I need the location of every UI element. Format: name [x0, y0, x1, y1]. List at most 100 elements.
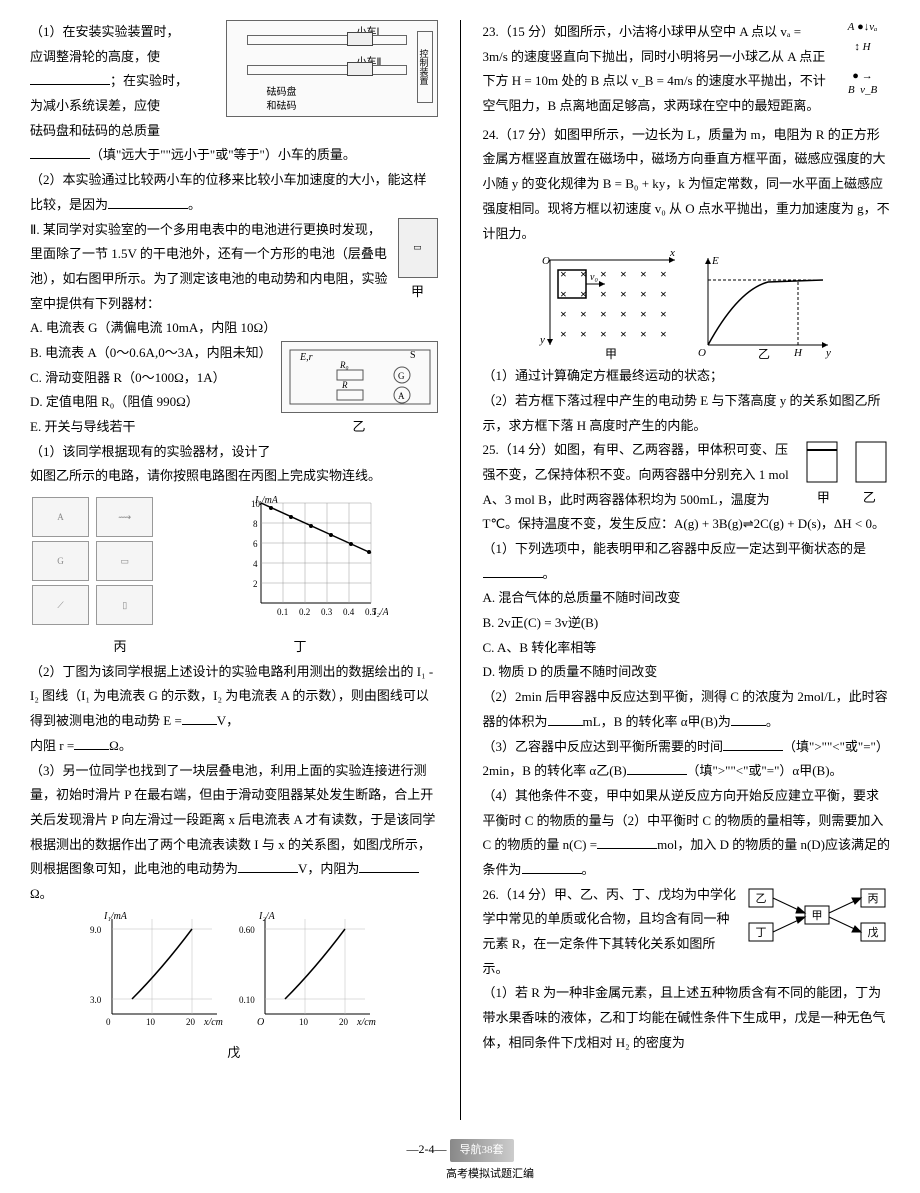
text: （1）在安装实验装置时，	[30, 20, 220, 45]
blank	[548, 711, 583, 726]
text: （1）该同学根据现有的实验器材，设计了	[30, 440, 275, 465]
text: （填"远大于""远小于"或"等于"）小车的质量。	[30, 143, 438, 168]
svg-text:0.10: 0.10	[239, 995, 255, 1005]
svg-text:E: E	[711, 255, 719, 267]
svg-text:×: ×	[660, 307, 667, 321]
text: （2）本实验通过比较两小车的位移来比较小车加速度的大小，能这样比较，是因为。	[30, 168, 438, 217]
q23: 23.（15 分）如图所示，小洁将小球甲从空中 A 点以 vₐ = 3m/s 的…	[483, 20, 891, 119]
figure-label: 戊	[30, 1041, 438, 1066]
footer-subtitle: 高考模拟试题汇编	[446, 1168, 534, 1180]
text: （3）乙容器中反应达到平衡所需要的时间（填">""<"或"="）2min，B 的…	[483, 735, 891, 784]
blank	[731, 711, 766, 726]
switch-icon: ⟋	[32, 585, 89, 625]
svg-text:x/cm: x/cm	[356, 1017, 376, 1028]
page-footer: —2-4— 导航38套 高考模拟试题汇编	[0, 1138, 920, 1185]
svg-text:E,r: E,r	[299, 352, 313, 363]
rheostat-icon: ⟿	[96, 497, 153, 537]
text: （3）另一位同学也找到了一块层叠电池，利用上面的实验连接进行测量，初始时滑片 P…	[30, 759, 438, 907]
svg-text:丙: 丙	[868, 893, 879, 905]
text: （2）丁图为该同学根据上述设计的实验电路利用测出的数据绘出的 I₁ - I₂ 图…	[30, 660, 438, 734]
svg-text:4: 4	[253, 559, 258, 569]
svg-text:I₂/A: I₂/A	[258, 911, 276, 922]
svg-text:×: ×	[640, 307, 647, 321]
option: B. 电流表 A（0～0.6A,0～3A，内阻未知）	[30, 341, 275, 366]
option: D. 定值电阻 R₀（阻值 990Ω）	[30, 390, 275, 415]
column-divider	[460, 20, 461, 1120]
svg-text:×: ×	[660, 267, 667, 281]
option: E. 开关与导线若干	[30, 415, 275, 440]
svg-text:戊: 戊	[868, 926, 879, 939]
text: Ⅱ. 某同学对实验室的一个多用电表中的电池进行更换时发现，里面除了一节 1.5V…	[30, 218, 392, 317]
text: （2）2min 后甲容器中反应达到平衡，测得 C 的浓度为 2mol/L，此时容…	[483, 685, 891, 734]
q26-flow-diagram: 乙 丁 甲 丙 戊	[745, 883, 890, 949]
svg-text:R₀: R₀	[339, 360, 349, 370]
svg-text:×: ×	[560, 327, 567, 341]
option: D. 物质 D 的质量不随时间改变	[483, 660, 891, 685]
blank	[182, 710, 217, 725]
svg-text:20: 20	[339, 1017, 349, 1027]
svg-text:×: ×	[560, 267, 567, 281]
svg-text:10: 10	[299, 1017, 309, 1027]
svg-text:×: ×	[580, 327, 587, 341]
svg-text:G: G	[398, 371, 405, 381]
svg-text:×: ×	[640, 287, 647, 301]
blank	[359, 858, 419, 873]
svg-text:A: A	[398, 391, 405, 401]
svg-text:0.4: 0.4	[343, 607, 355, 617]
battery-diagram: ▭	[398, 218, 438, 278]
svg-text:O: O	[698, 347, 706, 359]
blank	[238, 858, 298, 873]
svg-text:H: H	[793, 347, 803, 359]
ammeter-g-icon: G	[32, 541, 89, 581]
svg-text:S: S	[410, 350, 416, 361]
svg-text:y: y	[825, 347, 831, 359]
svg-text:×: ×	[600, 267, 607, 281]
blank	[723, 736, 783, 751]
chart-ding: I₁/mA 108642 0.10.20.30.40.5 I₂/A	[233, 495, 388, 625]
svg-text:丁: 丁	[756, 927, 767, 939]
svg-text:0.1: 0.1	[277, 607, 288, 617]
text: 砝码盘和砝码的总质量	[30, 119, 220, 144]
footer-badge: 导航38套	[450, 1139, 514, 1162]
text: 应调整滑轮的高度，使	[30, 45, 220, 70]
text: （1）下列选项中，能表明甲和乙容器中反应一定达到平衡状态的是。	[483, 537, 891, 586]
svg-text:v₀: v₀	[590, 272, 598, 283]
q24: 24.（17 分）如图甲所示，一边长为 L，质量为 m，电阻为 R 的正方形金属…	[483, 123, 891, 246]
svg-text:×: ×	[620, 327, 627, 341]
option: B. 2v正(C) = 3v逆(B)	[483, 611, 891, 636]
q25-containers: 甲乙	[803, 438, 890, 511]
svg-text:I₁/mA: I₁/mA	[103, 911, 128, 922]
svg-text:10: 10	[146, 1017, 156, 1027]
svg-text:R: R	[341, 380, 348, 390]
battery-icon: ▯	[96, 585, 153, 625]
svg-text:O: O	[257, 1017, 264, 1028]
svg-text:×: ×	[620, 307, 627, 321]
q24-diagrams: O x y ×××××× ×××××× ×××××× ×××××× v₀ 甲 E…	[483, 250, 891, 360]
text: 内阻 r =Ω。	[30, 734, 438, 759]
circuit-diagram: E,r S R₀ G R A	[281, 341, 438, 413]
svg-text:乙: 乙	[758, 347, 770, 360]
cart-apparatus-diagram: 小车Ⅰ 小车Ⅱ 砝码盘 和砝码 控制装置	[226, 20, 438, 117]
svg-text:3.0: 3.0	[90, 995, 102, 1005]
blank	[522, 859, 582, 874]
svg-text:×: ×	[560, 307, 567, 321]
svg-text:×: ×	[660, 327, 667, 341]
page-number: —2-4—	[407, 1142, 447, 1156]
svg-text:0.60: 0.60	[239, 925, 255, 935]
svg-text:y: y	[539, 334, 545, 346]
svg-text:0.2: 0.2	[299, 607, 310, 617]
option: C. A、B 转化率相等	[483, 636, 891, 661]
svg-text:8: 8	[253, 519, 258, 529]
svg-text:0.3: 0.3	[321, 607, 333, 617]
svg-text:I₂/A: I₂/A	[372, 607, 388, 618]
figure-label: 丁	[293, 635, 306, 660]
blank	[108, 194, 188, 209]
svg-text:2: 2	[253, 579, 258, 589]
option: C. 滑动变阻器 R（0～100Ω，1A）	[30, 366, 275, 391]
figure-label: 甲	[398, 280, 438, 305]
svg-text:×: ×	[580, 307, 587, 321]
blank	[74, 735, 109, 750]
ammeter-a-icon: A	[32, 497, 89, 537]
svg-text:×: ×	[560, 287, 567, 301]
svg-text:20: 20	[186, 1017, 196, 1027]
